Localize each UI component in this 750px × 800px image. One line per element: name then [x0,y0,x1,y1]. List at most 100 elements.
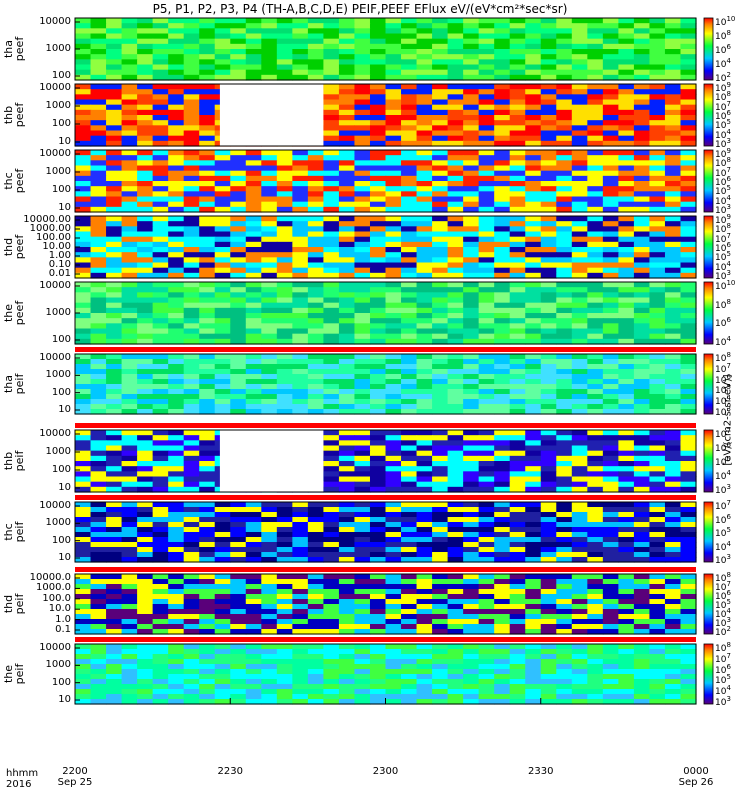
heat-cell [494,379,511,385]
heat-cell [525,43,542,50]
heat-cell [618,584,635,590]
heat-cell [571,302,588,309]
heat-cell [587,59,604,66]
heat-cell [168,206,185,213]
heat-cell [276,262,293,269]
heat-cell [649,629,666,635]
heat-cell [571,507,588,513]
heat-cell [307,23,325,29]
heat-cell [106,589,123,595]
heat-cell [323,450,340,457]
heat-cell [447,614,464,620]
heat-cell [463,440,480,447]
heat-cell [369,379,387,385]
heat-cell [183,125,200,132]
heat-cell [525,307,542,314]
heat-cell [354,160,371,167]
heat-cell [618,175,635,182]
heat-cell [214,257,231,264]
heat-cell [633,445,651,452]
heat-cell [137,247,154,253]
colorbar-tick-label: 108 [715,351,731,364]
heat-cell [571,435,588,441]
heat-cell [509,125,526,132]
heat-cell [649,191,666,198]
heat-cell [478,522,495,528]
heat-cell [354,323,371,330]
heat-cell [323,394,340,400]
heat-cell [199,84,216,90]
heat-cell [106,191,123,198]
heat-cell [385,160,402,167]
heat-cell [664,267,682,274]
heat-cell [323,461,340,467]
heat-cell [525,236,542,243]
heat-cell [649,542,666,548]
heat-cell [245,206,262,213]
heat-cell [432,196,449,203]
heat-cell [587,654,604,660]
heat-cell [401,614,418,620]
heat-cell [509,589,526,595]
heat-cell [432,59,449,66]
heat-cell [649,664,666,670]
heat-cell [540,333,557,340]
heat-cell [338,318,356,324]
heat-cell [587,399,604,405]
heat-cell [338,629,356,635]
heat-cell [369,629,387,635]
heat-cell [463,379,480,385]
heat-cell [168,175,185,182]
heat-cell [152,115,169,121]
heat-cell [230,604,247,610]
heat-cell [602,584,619,590]
heat-cell [649,694,666,700]
heat-cell [245,74,262,81]
heat-cell [401,196,418,203]
heat-cell [338,338,356,345]
heat-cell [540,369,557,375]
heat-cell [292,59,309,66]
heat-cell [680,302,697,309]
y-tick-label: 100 [51,70,71,81]
heat-cell [602,236,619,243]
heat-cell [509,257,526,264]
heat-cell [354,659,371,665]
heat-cell [106,404,123,410]
heat-cell [230,507,247,513]
heat-cell [463,461,480,467]
heat-cell [463,84,480,90]
heat-cell [354,394,371,400]
heat-cell [137,99,154,106]
heat-cell [307,532,325,538]
heat-cell [509,384,526,390]
heat-cell [571,481,588,488]
heat-cell [478,170,495,177]
colorbar-tick-label: 104 [715,193,731,207]
heat-cell [602,165,619,172]
heat-cell [199,115,216,121]
heat-cell [525,354,542,360]
heat-cell [401,404,418,410]
heat-cell [323,226,340,233]
heat-cell [261,699,278,705]
heat-cell [354,262,371,269]
heat-cell [214,654,231,660]
heat-cell [338,369,356,375]
heat-cell [214,241,231,248]
heat-cell [323,302,340,309]
heat-cell [106,547,123,553]
heat-cell [168,201,185,208]
heat-cell [680,54,697,60]
heat-cell [447,574,464,580]
heat-cell [447,354,464,360]
heat-cell [338,267,356,274]
heat-cell [602,399,619,405]
heat-cell [261,579,278,585]
heat-cell [602,574,619,580]
heat-cell [90,476,107,483]
heat-cell [633,589,651,595]
heat-cell [494,522,511,528]
heat-cell [618,699,635,705]
heat-cell [401,33,418,40]
